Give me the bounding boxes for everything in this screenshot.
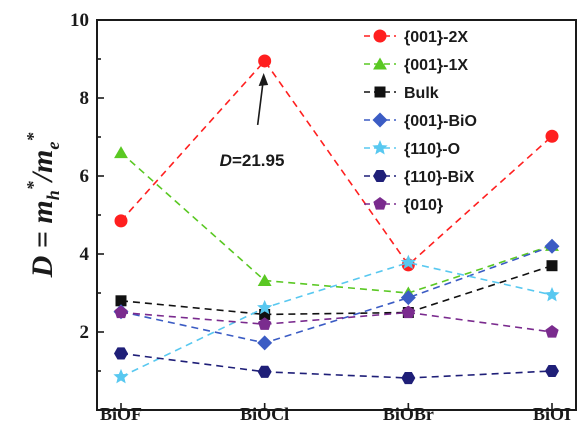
legend-marker-110-o <box>372 140 388 155</box>
data-point-110-bix-bioi <box>545 364 559 378</box>
legend-item-001-1x: {001}-1X <box>364 57 468 74</box>
legend-item-001-2x: {001}-2X <box>364 29 468 46</box>
y-axis-label-star-1: * <box>23 180 43 190</box>
series-bulk <box>115 260 558 320</box>
legend-item-010: {010} <box>364 197 443 214</box>
data-point-010-bioi <box>545 325 559 338</box>
series-001-2x <box>114 54 559 272</box>
x-tick-label-biocl: BiOCl <box>240 404 289 424</box>
x-tick-label-bioi: BiOI <box>533 404 571 424</box>
legend-marker-001-1x <box>373 57 387 70</box>
y-axis-label-sub-e: e <box>43 142 63 150</box>
series-line-110-bix <box>120 352 553 379</box>
series-line-001-2x <box>120 59 553 267</box>
data-point-001-2x-biof <box>114 214 128 228</box>
legend-marker-bulk <box>374 86 386 98</box>
legend-marker-110-bix <box>373 169 387 183</box>
data-point-001-bio-biocl <box>257 335 273 351</box>
series-line-010 <box>120 311 553 333</box>
legend-item-001-bio: {001}-BiO <box>364 112 477 130</box>
legend-label-bulk: Bulk <box>404 85 439 102</box>
data-point-110-o-biobr <box>400 254 416 270</box>
annotation-text: D=21.95 <box>220 151 285 170</box>
y-tick-label-8: 8 <box>80 88 90 109</box>
data-point-110-bix-biof <box>114 347 128 360</box>
series-line-001-bio <box>120 245 553 344</box>
legend-marker-001-bio <box>372 112 388 128</box>
series-line-001-1x <box>120 152 553 294</box>
annotation-arrow-head <box>258 72 269 86</box>
data-point-110-bix-biobr <box>401 371 416 385</box>
legend-label-001-bio: {001}-BiO <box>404 113 477 130</box>
data-point-001-2x-biocl <box>258 54 272 68</box>
data-point-001-2x-bioi <box>545 129 559 143</box>
legend-marker-001-2x <box>373 29 387 43</box>
y-axis-label-slash: /m <box>26 150 59 184</box>
series-line-110-o <box>120 261 553 378</box>
series-001-bio <box>113 238 560 351</box>
plot-area <box>113 54 560 385</box>
y-axis-label-star-2: * <box>23 132 43 142</box>
y-tick-label-4: 4 <box>80 244 90 265</box>
y-axis-label-main: D = m <box>26 200 59 278</box>
y-axis-label: D = mh*/me* <box>23 132 63 279</box>
data-point-110-o-bioi <box>544 286 560 302</box>
legend-item-110-bix: {110}-BiX <box>364 169 475 186</box>
legend-label-001-2x: {001}-2X <box>404 29 468 46</box>
x-tick-label-biobr: BiOBr <box>383 404 434 424</box>
data-point-010-biocl <box>258 317 272 330</box>
data-point-110-bix-biocl <box>257 365 272 378</box>
y-tick-label-6: 6 <box>80 166 90 187</box>
axes: 2 4 6 8 10 BiOF BiOCl BiOBr BiOI <box>70 10 577 424</box>
legend-label-001-1x: {001}-1X <box>404 57 468 74</box>
series-110-bix <box>114 347 559 385</box>
data-point-001-1x-biocl <box>257 274 272 287</box>
annotation-arrow-line <box>256 80 264 126</box>
plot-frame <box>96 19 577 411</box>
y-axis-label-sub-h: h <box>43 190 63 200</box>
legend: {001}-2X {001}-1X Bulk {001}-BiO {110}-O {110… <box>364 29 477 214</box>
series-line-bulk <box>120 264 553 316</box>
annotation: D=21.95 <box>220 72 285 170</box>
x-tick-label-biof: BiOF <box>100 404 142 424</box>
legend-label-110-bix: {110}-BiX <box>404 169 475 186</box>
svg-text:D = mh*/me*: D = mh*/me* <box>23 132 63 279</box>
data-point-001-bio-biobr <box>400 290 416 306</box>
legend-label-110-o: {110}-O <box>404 141 460 158</box>
data-point-010-biof <box>114 305 128 319</box>
data-point-010-biobr <box>401 305 415 319</box>
data-point-001-1x-biof <box>114 146 128 159</box>
data-point-001-bio-bioi <box>544 238 560 254</box>
legend-marker-010 <box>373 197 387 210</box>
series-010 <box>114 305 559 338</box>
data-point-bulk-biof <box>115 295 127 307</box>
y-tick-label-10: 10 <box>70 10 89 31</box>
legend-label-010: {010} <box>404 197 443 214</box>
data-point-110-o-biocl <box>257 299 273 315</box>
series-001-1x <box>114 146 559 299</box>
data-point-bulk-biocl <box>259 308 271 320</box>
legend-item-110-o: {110}-O <box>364 140 460 158</box>
legend-item-bulk: Bulk <box>364 85 439 102</box>
data-point-110-o-biof <box>113 368 129 384</box>
series-110-o <box>113 254 560 384</box>
data-point-bulk-bioi <box>546 260 558 272</box>
y-tick-label-2: 2 <box>80 322 90 343</box>
